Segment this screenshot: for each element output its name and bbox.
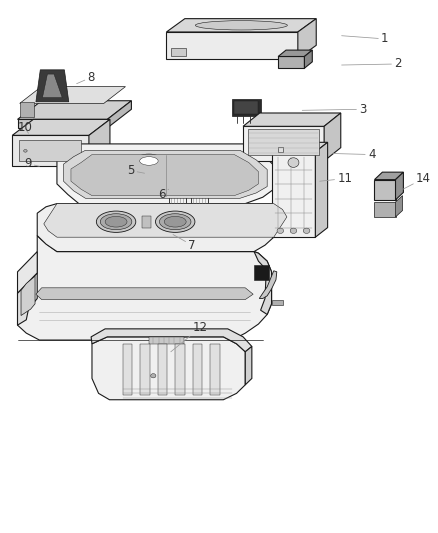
Ellipse shape xyxy=(169,208,186,218)
Polygon shape xyxy=(12,135,89,166)
Polygon shape xyxy=(374,180,396,200)
Ellipse shape xyxy=(191,184,208,194)
Polygon shape xyxy=(234,101,258,114)
Ellipse shape xyxy=(303,228,310,233)
Ellipse shape xyxy=(164,216,186,227)
Polygon shape xyxy=(21,276,35,316)
Text: 9: 9 xyxy=(24,157,39,170)
Text: 3: 3 xyxy=(302,103,367,116)
Polygon shape xyxy=(254,252,272,314)
Text: 12: 12 xyxy=(171,321,208,352)
Polygon shape xyxy=(272,142,328,152)
Polygon shape xyxy=(304,50,312,68)
Bar xyxy=(19,140,81,161)
Polygon shape xyxy=(278,147,283,152)
Polygon shape xyxy=(18,236,272,340)
Polygon shape xyxy=(18,273,37,325)
Text: 14: 14 xyxy=(403,172,431,189)
Polygon shape xyxy=(259,271,277,298)
Text: 6: 6 xyxy=(158,188,169,201)
Polygon shape xyxy=(89,119,110,166)
Text: 8: 8 xyxy=(77,71,95,84)
Text: 4: 4 xyxy=(333,148,375,161)
Polygon shape xyxy=(232,99,261,116)
Ellipse shape xyxy=(96,211,136,232)
Polygon shape xyxy=(71,155,258,196)
Polygon shape xyxy=(20,86,125,103)
Polygon shape xyxy=(396,196,403,217)
Polygon shape xyxy=(42,74,62,98)
Polygon shape xyxy=(158,344,167,395)
Polygon shape xyxy=(243,126,324,161)
Polygon shape xyxy=(248,129,319,155)
Text: 7: 7 xyxy=(173,235,196,252)
Polygon shape xyxy=(149,337,184,344)
Polygon shape xyxy=(210,344,220,395)
Polygon shape xyxy=(166,32,298,59)
Ellipse shape xyxy=(194,187,205,192)
Polygon shape xyxy=(243,113,341,126)
Ellipse shape xyxy=(195,21,287,30)
Ellipse shape xyxy=(159,214,191,230)
Ellipse shape xyxy=(132,167,166,183)
Ellipse shape xyxy=(277,228,284,233)
Polygon shape xyxy=(324,113,341,161)
Polygon shape xyxy=(396,172,403,200)
Ellipse shape xyxy=(155,211,195,232)
Ellipse shape xyxy=(151,374,156,378)
Polygon shape xyxy=(36,70,69,102)
Ellipse shape xyxy=(136,154,162,166)
Polygon shape xyxy=(315,142,328,237)
Ellipse shape xyxy=(140,157,158,165)
Polygon shape xyxy=(272,300,283,305)
Polygon shape xyxy=(272,152,315,237)
Polygon shape xyxy=(36,288,253,300)
Polygon shape xyxy=(278,50,312,56)
Ellipse shape xyxy=(100,214,132,230)
Ellipse shape xyxy=(288,158,299,167)
Text: 1: 1 xyxy=(342,33,389,45)
Ellipse shape xyxy=(105,216,127,227)
Polygon shape xyxy=(91,329,252,352)
Ellipse shape xyxy=(24,150,27,152)
Polygon shape xyxy=(37,204,274,252)
Polygon shape xyxy=(44,204,287,237)
Ellipse shape xyxy=(191,208,208,218)
Ellipse shape xyxy=(169,184,186,194)
Polygon shape xyxy=(171,48,186,56)
Polygon shape xyxy=(193,344,202,395)
Polygon shape xyxy=(57,144,274,204)
Polygon shape xyxy=(18,252,37,293)
Polygon shape xyxy=(175,344,185,395)
Polygon shape xyxy=(18,119,107,128)
Polygon shape xyxy=(64,150,267,198)
Polygon shape xyxy=(254,265,269,280)
Text: 10: 10 xyxy=(18,122,32,134)
Text: 2: 2 xyxy=(342,58,402,70)
Polygon shape xyxy=(140,344,150,395)
Polygon shape xyxy=(374,172,403,180)
Polygon shape xyxy=(374,202,396,217)
Text: 11: 11 xyxy=(320,172,352,185)
Polygon shape xyxy=(166,19,316,32)
Polygon shape xyxy=(142,216,151,228)
Ellipse shape xyxy=(132,152,166,168)
Polygon shape xyxy=(298,19,316,59)
Polygon shape xyxy=(20,102,34,117)
Polygon shape xyxy=(92,337,245,400)
Polygon shape xyxy=(107,101,131,128)
Polygon shape xyxy=(123,344,132,395)
Polygon shape xyxy=(245,346,252,385)
Text: 5: 5 xyxy=(127,164,145,177)
Polygon shape xyxy=(12,119,110,135)
Polygon shape xyxy=(278,56,304,68)
Polygon shape xyxy=(18,101,131,119)
Ellipse shape xyxy=(290,228,297,233)
Ellipse shape xyxy=(172,187,183,192)
